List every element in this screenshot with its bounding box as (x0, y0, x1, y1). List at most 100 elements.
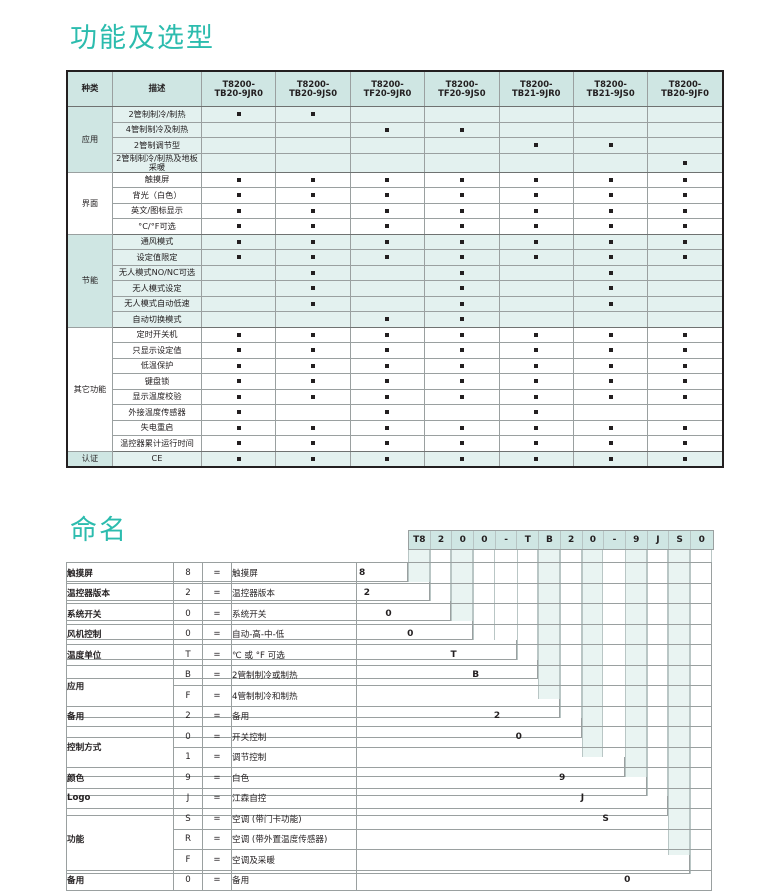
support-marker-cell (200, 388, 277, 406)
square-marker-icon (534, 255, 539, 260)
naming-row-code: 0 (173, 726, 203, 748)
square-marker-icon (385, 394, 390, 399)
naming-row-leader: 2 (356, 705, 712, 727)
empty-cell (349, 137, 426, 154)
naming-row-value: S (602, 813, 609, 824)
square-marker-icon (236, 379, 241, 384)
square-marker-icon (236, 224, 241, 229)
naming-row-label: 控制方式 (66, 726, 174, 768)
support-marker-cell (572, 218, 649, 235)
square-marker-icon (534, 456, 539, 461)
square-marker-icon (459, 379, 464, 384)
code-cell-8: 0 (583, 531, 605, 549)
empty-cell (275, 311, 351, 328)
row-description: 自动切换模式 (112, 311, 202, 328)
model-code-strip: T8 2 0 0- T B 2 0-9 J S 0 (408, 530, 714, 550)
support-marker-cell (200, 249, 277, 266)
header-category: 种类 (66, 70, 113, 107)
code-cell-10: 9 (626, 531, 648, 549)
naming-row-description: 备用 (231, 869, 357, 891)
square-marker-icon (311, 456, 316, 461)
naming-row: 功能 S = 空调 (带门卡功能) S (66, 808, 712, 871)
square-marker-icon (683, 208, 688, 213)
square-marker-icon (385, 348, 390, 353)
support-marker-cell (498, 388, 574, 406)
table-row: 自动切换模式 (67, 311, 724, 328)
support-marker-cell (275, 357, 351, 375)
row-description: 键盘锁 (112, 373, 202, 390)
naming-row-leader: B (356, 664, 712, 686)
support-marker-cell (647, 435, 724, 452)
row-category: 其它功能 (66, 326, 113, 452)
naming-row-equals: = (202, 685, 232, 707)
square-marker-icon (534, 441, 539, 446)
empty-cell (647, 295, 724, 313)
square-marker-icon (459, 301, 464, 306)
support-marker-cell (647, 202, 724, 220)
feature-table-container: 种类 描述 T8200- TB20-9JR0 T8200- TB20-9JS0 … (66, 70, 724, 469)
support-marker-cell (647, 342, 724, 359)
support-marker-cell (200, 218, 277, 235)
square-marker-icon (683, 363, 688, 368)
naming-row-description: ℃ 或 °F 可选 (231, 644, 357, 666)
naming-row-label: 风机控制 (66, 623, 174, 645)
square-marker-icon (608, 456, 613, 461)
square-marker-icon (459, 193, 464, 198)
empty-cell (647, 404, 724, 421)
support-marker-cell (200, 373, 277, 390)
naming-row: 备用 2 = 备用 2 (66, 705, 712, 727)
table-row: 节能 通风模式 (66, 233, 724, 328)
naming-row-description: 江森自控 (231, 787, 357, 809)
feature-header-row: 种类 描述 T8200- TB20-9JR0 T8200- TB20-9JS0 … (66, 70, 724, 107)
naming-row-value: 2 (493, 711, 501, 722)
square-marker-icon (385, 208, 390, 213)
square-marker-icon (683, 160, 688, 165)
code-cell-3: 0 (474, 531, 496, 549)
empty-cell (349, 106, 426, 123)
square-marker-icon (311, 301, 316, 306)
square-marker-icon (459, 255, 464, 260)
table-row: 失电重启 (67, 419, 724, 437)
header-model-4: T8200- TF20-9JS0 (424, 70, 500, 107)
square-marker-icon (311, 239, 316, 244)
naming-row-code: 0 (173, 623, 203, 645)
square-marker-icon (459, 394, 464, 399)
support-marker-cell (349, 435, 426, 452)
square-marker-icon (683, 239, 688, 244)
square-marker-icon (608, 208, 613, 213)
empty-cell (572, 121, 649, 138)
support-marker-cell (498, 218, 574, 235)
page-title-features: 功能及选型 (70, 23, 215, 54)
support-marker-cell (349, 249, 426, 266)
code-cell-4: - (496, 531, 518, 549)
naming-row-leader (356, 685, 712, 707)
square-marker-icon (459, 332, 464, 337)
support-marker-cell (349, 450, 426, 469)
square-marker-icon (236, 394, 241, 399)
code-cell-6: B (539, 531, 561, 549)
naming-row-equals: = (202, 644, 232, 666)
square-marker-icon (385, 177, 390, 182)
naming-row-label: 温度单位 (66, 644, 174, 666)
table-row: 键盘锁 (67, 373, 724, 390)
support-marker-cell (572, 264, 649, 282)
support-marker-cell (647, 171, 724, 189)
square-marker-icon (385, 224, 390, 229)
code-cell-12: S (669, 531, 691, 549)
support-marker-cell (349, 202, 426, 220)
support-marker-cell (647, 419, 724, 437)
square-marker-icon (236, 239, 241, 244)
empty-cell (200, 121, 277, 138)
naming-row-value: 9 (559, 772, 566, 783)
support-marker-cell (498, 373, 574, 390)
support-marker-cell (647, 357, 724, 375)
naming-row-description: 空调 (带外置温度传感器) (231, 828, 357, 850)
naming-row: Logo J = 江森自控 J (66, 787, 712, 809)
square-marker-icon (236, 332, 241, 337)
table-row: 4管制制冷及制热 (67, 121, 724, 138)
feature-table-head: 种类 描述 T8200- TB20-9JR0 T8200- TB20-9JS0 … (66, 70, 724, 107)
naming-row-label: Logo (66, 787, 174, 809)
empty-cell (349, 152, 426, 173)
support-marker-cell (424, 388, 500, 406)
